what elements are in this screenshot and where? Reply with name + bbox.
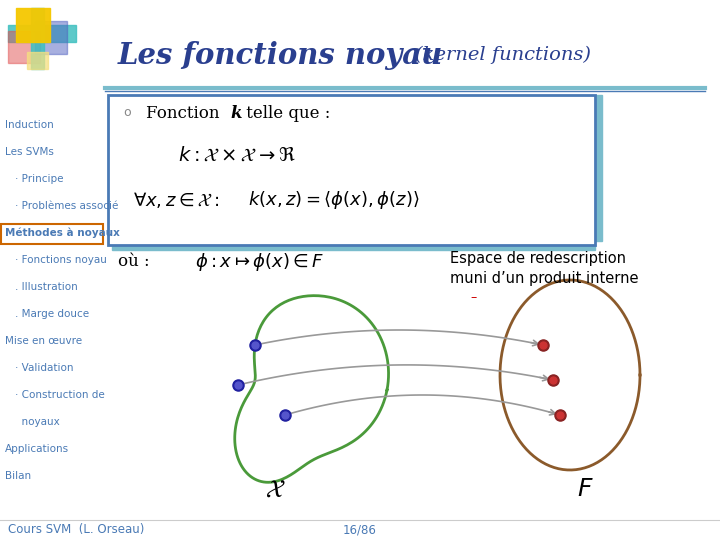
Text: Cours SVM  (L. Orseau): Cours SVM (L. Orseau) [8,523,145,537]
Bar [27,52,48,69]
Text: Applications: Applications [5,444,69,454]
Bar [108,95,595,245]
Text: (kernel functions): (kernel functions) [415,46,591,64]
Text: 16/86: 16/86 [343,523,377,537]
Text: Les SVMs: Les SVMs [5,147,54,157]
Bar [8,25,76,42]
Text: –: – [470,292,476,305]
Text: telle que :: telle que : [241,105,330,122]
Text: où :: où : [118,253,150,271]
Text: Espace de redescription: Espace de redescription [450,251,626,266]
Bar [35,21,67,53]
Text: . Illustration: . Illustration [15,282,78,292]
Bar [112,244,595,250]
Text: Fonction: Fonction [146,105,225,122]
Bar [8,31,40,63]
Text: $\forall \mathit{x}, \mathit{z} \in \mathcal{X} :$: $\forall \mathit{x}, \mathit{z} \in \mat… [133,190,220,210]
Text: . Marge douce: . Marge douce [15,309,89,319]
Text: Induction: Induction [5,120,54,130]
Text: noyaux: noyaux [15,417,60,427]
Text: · Construction de: · Construction de [15,390,104,400]
Bar [16,8,50,42]
Text: muni d’un produit interne: muni d’un produit interne [450,271,639,286]
Text: $\phi : \mathit{x} \mapsto \phi(\mathit{x}) \in F$: $\phi : \mathit{x} \mapsto \phi(\mathit{… [195,251,325,273]
Text: $\mathcal{X}$: $\mathcal{X}$ [265,478,285,502]
Text: · Problèmes associé: · Problèmes associé [15,201,118,211]
Text: Les fonctions noyau: Les fonctions noyau [118,40,444,70]
Text: Mise en œuvre: Mise en œuvre [5,336,82,346]
Text: $k : \mathcal{X} \times \mathcal{X} \rightarrow \Re$: $k : \mathcal{X} \times \mathcal{X} \rig… [178,145,296,165]
Bar [596,95,602,241]
Bar [31,8,44,69]
Text: $k(\mathit{x}, \mathit{z}) = \langle \phi(\mathit{x}), \phi(\mathit{z}) \rangle$: $k(\mathit{x}, \mathit{z}) = \langle \ph… [248,189,420,211]
Text: k: k [230,105,241,122]
Text: · Principe: · Principe [15,174,63,184]
Text: Méthodes à noyaux: Méthodes à noyaux [5,228,120,238]
Text: · Fonctions noyau: · Fonctions noyau [15,255,107,265]
Text: o: o [123,106,130,119]
Text: $\mathit{F}$: $\mathit{F}$ [577,478,593,502]
Text: · Validation: · Validation [15,363,73,373]
Text: Bilan: Bilan [5,471,31,481]
